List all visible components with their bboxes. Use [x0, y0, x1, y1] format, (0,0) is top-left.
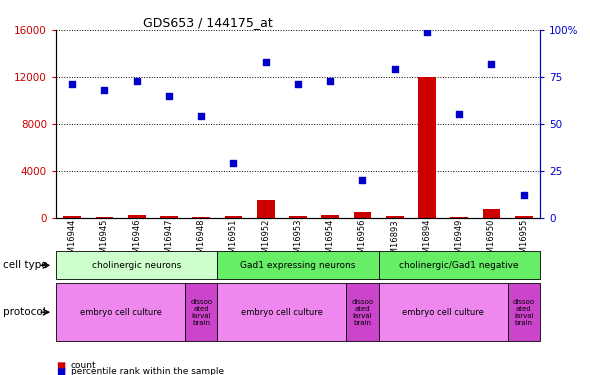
Text: cholinergic neurons: cholinergic neurons — [92, 261, 181, 270]
Text: ■: ■ — [56, 367, 65, 375]
Point — [454, 111, 464, 117]
Bar — [63, 216, 81, 217]
Point — [132, 78, 142, 84]
Point — [487, 61, 496, 67]
Point — [390, 66, 399, 72]
Text: embryo cell culture: embryo cell culture — [402, 308, 484, 316]
Text: count: count — [71, 361, 96, 370]
Point — [67, 81, 77, 87]
Point — [196, 113, 206, 119]
Text: protocol: protocol — [3, 307, 45, 317]
Bar — [515, 216, 533, 217]
Point — [326, 78, 335, 84]
Point — [358, 177, 367, 183]
Bar — [128, 214, 146, 217]
Text: GDS653 / 144175_at: GDS653 / 144175_at — [143, 16, 273, 29]
Bar — [322, 215, 339, 217]
Text: dissoo
ated
larval
brain: dissoo ated larval brain — [352, 298, 373, 326]
Bar — [386, 216, 404, 217]
Text: dissoo
ated
larval
brain: dissoo ated larval brain — [513, 298, 535, 326]
Bar — [353, 211, 371, 217]
Text: dissoo
ated
larval
brain: dissoo ated larval brain — [190, 298, 212, 326]
Point — [519, 192, 529, 198]
Bar — [418, 77, 436, 218]
Bar — [225, 216, 242, 217]
Point — [422, 29, 432, 35]
Text: embryo cell culture: embryo cell culture — [80, 308, 162, 316]
Bar — [483, 209, 500, 218]
Text: cell type: cell type — [3, 260, 48, 270]
Point — [229, 160, 238, 166]
Text: ■: ■ — [56, 361, 65, 370]
Bar — [257, 200, 274, 217]
Bar — [160, 216, 178, 217]
Text: Gad1 expressing neurons: Gad1 expressing neurons — [240, 261, 356, 270]
Point — [164, 93, 173, 99]
Point — [261, 59, 270, 65]
Bar — [289, 216, 307, 217]
Text: cholinergic/Gad1 negative: cholinergic/Gad1 negative — [399, 261, 519, 270]
Point — [100, 87, 109, 93]
Point — [293, 81, 303, 87]
Text: percentile rank within the sample: percentile rank within the sample — [71, 368, 224, 375]
Text: embryo cell culture: embryo cell culture — [241, 308, 323, 316]
